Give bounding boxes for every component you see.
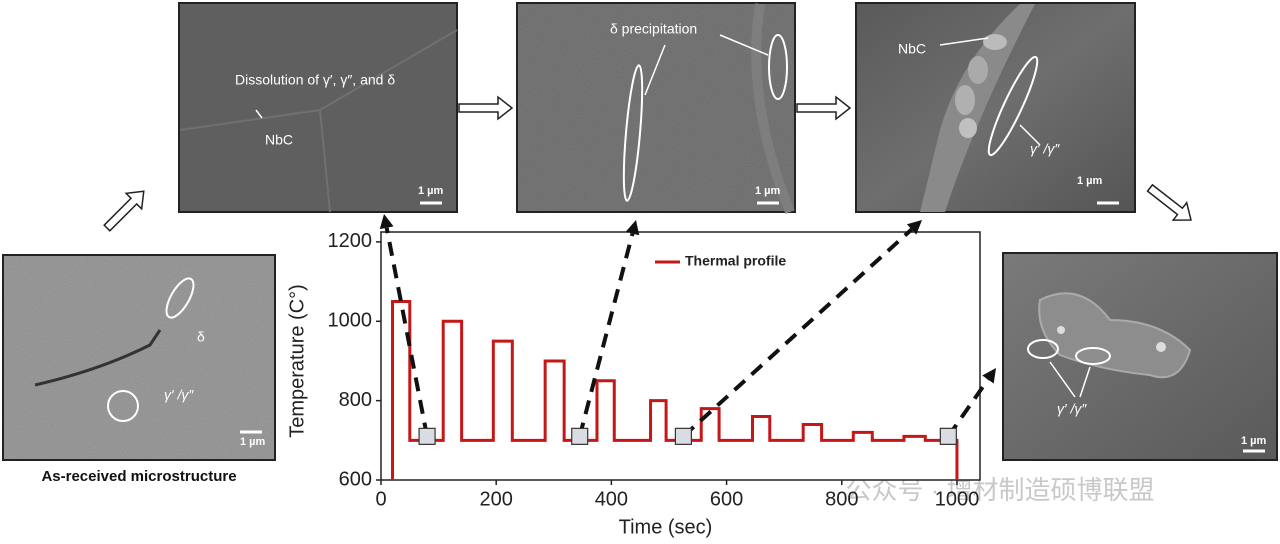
pointer-head	[982, 368, 996, 384]
micrograph: δ precipitation 1 µm	[516, 2, 796, 214]
flow-arrow	[103, 95, 1192, 232]
y-tick-label: 800	[339, 389, 372, 411]
x-tick-label: 200	[480, 488, 513, 510]
caption: As-received microstructure	[41, 468, 236, 485]
y-tick-label: 1000	[328, 310, 373, 332]
pointer-line	[384, 227, 430, 437]
legend-label: Thermal profile	[685, 253, 786, 269]
marker	[418, 427, 436, 445]
pointer-line	[682, 227, 913, 438]
scale-bar: 1 µm	[755, 185, 781, 197]
marker	[571, 427, 589, 445]
x-tick-label: 600	[710, 488, 743, 510]
y-tick-label: 600	[339, 468, 372, 490]
micrograph: Dissolution of γ′, γ″, and δ NbC 1 µm	[178, 2, 458, 213]
scale-bar: 1 µm	[1241, 435, 1267, 447]
panel-label: γ′ /γ″	[164, 387, 194, 403]
panel-label: γ′ /γ″	[1057, 401, 1087, 417]
marker	[939, 427, 957, 445]
scale-bar: 1 µm	[418, 185, 444, 197]
scale-bar: 1 µm	[240, 436, 266, 448]
x-tick-label: 400	[595, 488, 628, 510]
scale-bar: 1 µm	[1077, 175, 1103, 187]
pointer-head	[625, 220, 640, 236]
panel-label: δ precipitation	[610, 21, 697, 37]
pointer-line	[577, 233, 635, 437]
x-tick-label: 1000	[935, 488, 980, 510]
micrograph: γ′ /γ″ 1 µm	[1002, 252, 1278, 461]
panel-label: Dissolution of γ′, γ″, and δ	[235, 72, 395, 88]
pointer-line	[946, 378, 990, 438]
panel-label: NbC	[265, 132, 293, 148]
pointer-head	[379, 214, 394, 230]
marker	[674, 427, 692, 445]
micrograph: NbC γ′ /γ″ 1 µm	[855, 2, 1136, 213]
micrograph: δ γ′ /γ″ 1 µm As-received microstructure	[2, 254, 276, 485]
panel-label: γ′ /γ″	[1030, 141, 1060, 157]
data-line	[391, 299, 959, 480]
panel-label: NbC	[898, 41, 926, 57]
x-axis-label: Time (sec)	[619, 516, 713, 538]
x-tick-label: 0	[375, 488, 386, 510]
y-axis-label: Temperature (C°)	[286, 284, 308, 438]
panel-label: δ	[197, 329, 205, 345]
x-tick-label: 800	[825, 488, 858, 510]
y-tick-label: 1200	[328, 230, 373, 252]
pointer-head	[906, 220, 922, 235]
